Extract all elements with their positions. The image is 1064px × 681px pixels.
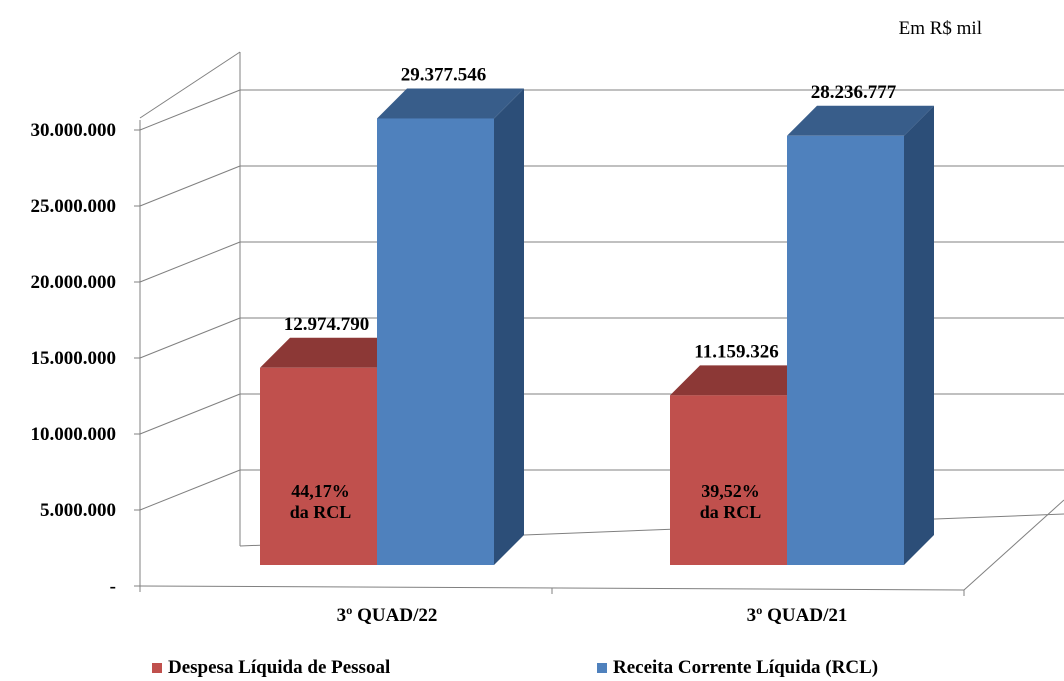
gridline-diagonal [139,393,241,435]
bar-inner-label: 39,52% [701,481,760,501]
x-tick-label: 3º QUAD/21 [747,605,848,626]
wall-top-edge [139,51,241,119]
x-axis-categories: 3º QUAD/22 3º QUAD/21 [337,605,848,626]
gridline-diagonal [139,165,241,207]
floor-side-edge [963,499,1064,591]
gridline-diagonal [139,469,241,511]
bar-inner-label: da RCL [290,502,352,522]
legend-item-rcl: Receita Corrente Líquida (RCL) [597,657,878,679]
gridline-diagonal [139,89,241,131]
y-tick-label: 15.000.000 [31,348,117,369]
bar-rcl [377,118,494,565]
bar-inner-label: da RCL [700,502,762,522]
bar-rcl-top [377,88,524,119]
legend-swatch-despesa [152,663,162,673]
y-tick-label: 30.000.000 [31,120,117,141]
legend-item-despesa: Despesa Líquida de Pessoal [152,657,390,679]
y-axis-ticks: - 5.000.000 10.000.000 15.000.000 20.000.000… [31,120,965,597]
y-tick-label: 5.000.000 [40,500,116,521]
bars-layer [260,88,934,565]
bar-rcl-top [787,105,934,136]
y-tick-label: - [110,576,116,597]
bar-inner-label: 44,17% [291,481,350,501]
bar-rcl [787,135,904,565]
gridline-diagonal [139,241,241,283]
y-tick-label: 10.000.000 [31,424,117,445]
legend-swatch-rcl [597,663,607,673]
unit-label: Em R$ mil [898,18,982,39]
bar-despesa-top [670,365,817,396]
bar-despesa [260,367,377,565]
data-label: 11.159.326 [694,341,778,362]
y-tick-label: 25.000.000 [31,196,117,217]
legend: Despesa Líquida de Pessoal Receita Corre… [0,657,1064,681]
data-label: 28.236.777 [811,82,897,103]
bar-rcl-side [494,88,524,565]
bar-despesa [670,395,787,565]
bar-despesa-top [260,337,407,368]
legend-label-rcl: Receita Corrente Líquida (RCL) [613,657,879,678]
gridline-diagonal [139,317,241,359]
bar-rcl-side [904,105,934,565]
data-label: 12.974.790 [284,314,370,335]
x-tick-label: 3º QUAD/22 [337,605,438,626]
y-tick-label: 20.000.000 [31,272,117,293]
data-label: 29.377.546 [401,64,487,85]
legend-label-despesa: Despesa Líquida de Pessoal [168,657,391,678]
